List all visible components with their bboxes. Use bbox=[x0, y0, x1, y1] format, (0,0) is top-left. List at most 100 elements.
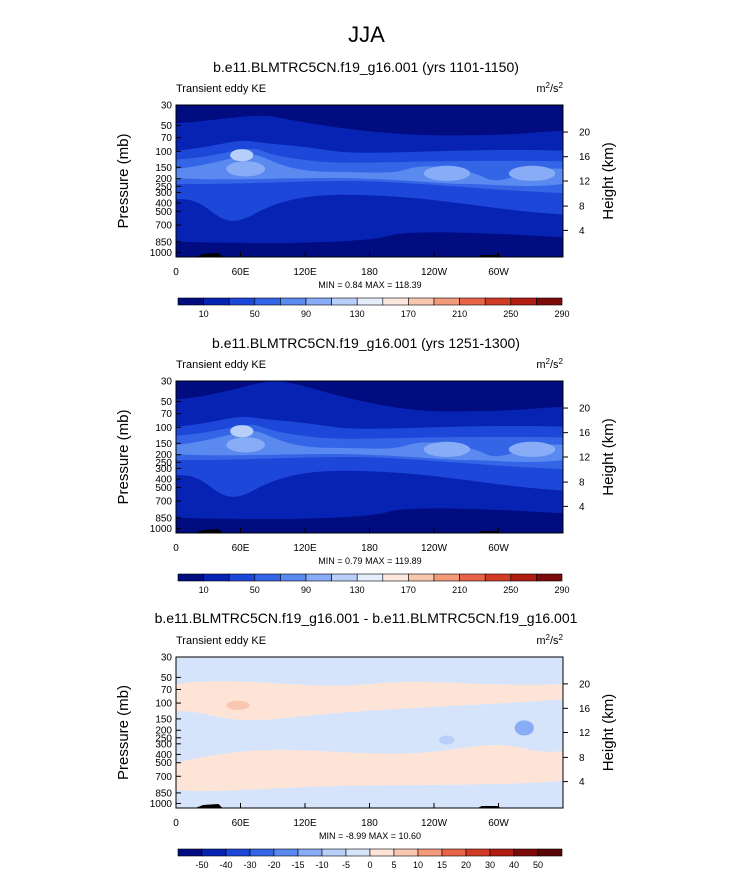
height-tick-label: 4 bbox=[579, 502, 585, 513]
colorbar-swatch bbox=[369, 848, 395, 857]
min-max-stats: MIN = 0.84 MAX = 118.39 bbox=[318, 280, 421, 290]
x-tick-label: 0 bbox=[173, 818, 179, 829]
colorbar-label: 10 bbox=[199, 309, 209, 319]
pressure-tick-label: 200 bbox=[155, 450, 172, 461]
colorbar-swatch bbox=[513, 848, 539, 857]
pressure-tick-label: 100 bbox=[155, 699, 172, 710]
height-tick-label: 16 bbox=[579, 428, 591, 439]
height-tick-label: 8 bbox=[579, 753, 585, 764]
contour-peak bbox=[230, 425, 254, 438]
x-tick-label: 120W bbox=[421, 267, 448, 278]
colorbar-swatch bbox=[536, 573, 563, 582]
colorbar-label: 210 bbox=[452, 585, 467, 595]
pressure-tick-label: 30 bbox=[161, 101, 173, 112]
colorbar-label: -20 bbox=[267, 860, 280, 870]
pressure-tick-label: 400 bbox=[155, 199, 172, 210]
pressure-tick-label: 400 bbox=[155, 475, 172, 486]
colorbar-swatch bbox=[273, 848, 299, 857]
diff-pos-upper bbox=[176, 681, 563, 721]
colorbar-label: 50 bbox=[250, 309, 260, 319]
colorbar-swatch bbox=[459, 297, 486, 306]
diff-min-b bbox=[514, 720, 534, 736]
x-tick-label: 180 bbox=[361, 267, 378, 278]
left-string: Transient eddy KE bbox=[176, 635, 266, 647]
pressure-tick-label: 200 bbox=[155, 174, 172, 185]
colorbar-swatch bbox=[433, 297, 460, 306]
colorbar-swatch bbox=[345, 848, 371, 857]
colorbar-label: 0 bbox=[367, 860, 372, 870]
height-tick-label: 12 bbox=[579, 177, 591, 188]
height-tick-label: 16 bbox=[579, 704, 591, 715]
x-tick-label: 120E bbox=[293, 543, 317, 554]
y-axis-label-right: Height (km) bbox=[600, 418, 617, 496]
left-string: Transient eddy KE bbox=[176, 359, 266, 371]
colorbar-label: 20 bbox=[461, 860, 471, 870]
colorbar-label: 90 bbox=[301, 309, 311, 319]
x-tick-label: 180 bbox=[361, 543, 378, 554]
colorbar-swatch bbox=[417, 848, 443, 857]
colorbar-label: 50 bbox=[250, 585, 260, 595]
colorbar-swatch bbox=[305, 297, 332, 306]
units-label: m2/s2 bbox=[536, 81, 563, 95]
colorbar-swatch bbox=[537, 848, 563, 857]
colorbar-swatch bbox=[484, 573, 512, 582]
colorbar-swatch bbox=[225, 848, 251, 857]
x-tick-label: 120W bbox=[421, 543, 448, 554]
colorbar-label: -50 bbox=[195, 860, 208, 870]
colorbar-label: -10 bbox=[315, 860, 328, 870]
pressure-tick-label: 150 bbox=[155, 439, 172, 450]
x-tick-label: 60W bbox=[488, 267, 509, 278]
colorbar-label: 290 bbox=[554, 309, 569, 319]
colorbar-swatch bbox=[177, 297, 204, 306]
y-axis-label: Pressure (mb) bbox=[115, 409, 132, 504]
colorbar-label: 40 bbox=[509, 860, 519, 870]
contour-band-4 bbox=[176, 431, 563, 463]
colorbar-swatch bbox=[382, 297, 409, 306]
colorbar-label: 250 bbox=[503, 585, 518, 595]
height-tick-label: 16 bbox=[579, 152, 591, 163]
colorbar-swatch bbox=[465, 848, 491, 857]
colorbar-label: 250 bbox=[503, 309, 518, 319]
x-tick-label: 60E bbox=[232, 543, 250, 554]
colorbar-swatch bbox=[433, 573, 460, 582]
y-axis-label: Pressure (mb) bbox=[115, 685, 132, 780]
pressure-tick-label: 850 bbox=[155, 788, 172, 799]
colorbar-swatch bbox=[280, 573, 307, 582]
units-label: m2/s2 bbox=[536, 633, 563, 647]
colorbar-label: 290 bbox=[554, 585, 569, 595]
pressure-tick-label: 100 bbox=[155, 147, 172, 158]
contour-fill bbox=[176, 381, 563, 533]
x-tick-label: 120W bbox=[421, 818, 448, 829]
y-axis-label: Pressure (mb) bbox=[115, 133, 132, 228]
topography-1 bbox=[195, 253, 223, 257]
colorbar-swatch bbox=[177, 848, 203, 857]
chart-panel-2: b.e11.BLMTRC5CN.f19_g16.001 (yrs 1251-13… bbox=[115, 335, 617, 595]
topography-1 bbox=[195, 804, 223, 808]
contour-fill bbox=[176, 657, 563, 808]
colorbar-label: -30 bbox=[243, 860, 256, 870]
diff-min-a bbox=[439, 735, 455, 745]
colorbar-label: 30 bbox=[485, 860, 495, 870]
pressure-tick-label: 70 bbox=[161, 409, 173, 420]
y-axis-label-right: Height (km) bbox=[600, 694, 617, 772]
colorbar-swatch bbox=[331, 573, 358, 582]
x-tick-label: 0 bbox=[173, 543, 179, 554]
colorbar-swatch bbox=[536, 297, 563, 306]
pressure-tick-label: 500 bbox=[155, 483, 172, 494]
colorbar-swatch bbox=[441, 848, 467, 857]
colorbar-swatch bbox=[356, 573, 384, 582]
x-tick-label: 60W bbox=[488, 818, 509, 829]
colorbar-label: 130 bbox=[350, 585, 365, 595]
height-tick-label: 12 bbox=[579, 453, 591, 464]
colorbar-swatch bbox=[254, 297, 281, 306]
colorbar-label: 5 bbox=[391, 860, 396, 870]
left-string: Transient eddy KE bbox=[176, 83, 266, 95]
colorbar-label: 15 bbox=[437, 860, 447, 870]
contour-max-west bbox=[226, 437, 266, 453]
colorbar-swatch bbox=[249, 848, 275, 857]
contour-max-east bbox=[508, 441, 556, 457]
pressure-tick-label: 250 bbox=[155, 182, 172, 193]
pressure-tick-label: 300 bbox=[155, 188, 172, 199]
y-axis-label-right: Height (km) bbox=[600, 142, 617, 220]
pressure-tick-label: 100 bbox=[155, 423, 172, 434]
